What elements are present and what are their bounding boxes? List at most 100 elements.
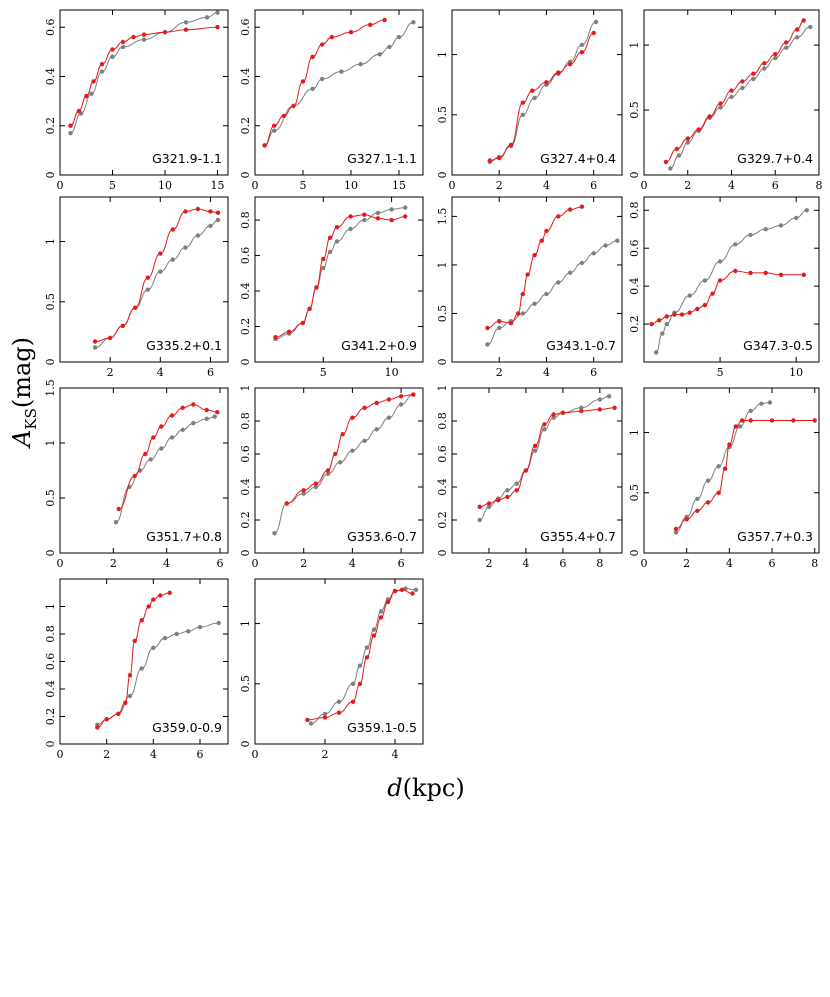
panel-label: G359.1-0.5 [347,720,417,735]
data-point-red [141,32,147,37]
data-point-gray [740,85,745,91]
data-point-red [348,214,353,219]
data-point-red [778,272,784,277]
data-point-red [695,306,700,312]
y-tick-label: 0.2 [239,318,252,336]
x-tick-label: 10 [158,179,172,192]
data-point-gray [717,259,723,264]
panel-g329.7+0.4: 0 2 4 6 8 0 0.5 1 G329.7+0.4 [628,9,823,192]
data-point-red [215,25,220,30]
series-line-red [275,214,406,338]
series-line-gray [115,416,215,523]
y-axis-title-sub: KS [22,408,40,429]
data-point-red [579,50,585,55]
panel-label: G343.1-0.7 [546,338,616,353]
data-point-gray [113,520,119,525]
data-point-gray [362,438,367,443]
data-point-gray [551,415,556,420]
series-line-gray [675,402,770,533]
y-tick-label: 1 [44,238,57,245]
data-point-gray [110,54,115,59]
panel-label: G347.3-0.5 [743,338,813,353]
data-point-red [385,599,391,605]
data-point-gray [325,471,331,476]
y-tick-label: 0.5 [628,101,641,119]
data-point-gray [371,627,377,632]
data-point-red [368,22,373,27]
data-point-red [497,319,502,324]
data-point-gray [763,227,768,232]
x-tick-label: 10 [385,366,399,379]
data-point-red [530,88,535,93]
x-tick-label: 8 [811,557,818,570]
data-point-gray [322,711,328,717]
data-point-gray [520,112,525,118]
x-axis-title-unit: (kpc) [403,774,465,802]
data-point-red [657,318,662,323]
data-point-gray [532,301,537,306]
data-point-red [525,272,530,277]
data-point-gray [357,663,363,668]
x-tick-label: 0 [57,748,64,761]
data-point-gray [759,401,764,406]
data-point-gray [374,427,379,432]
data-point-red [727,442,732,447]
data-point-red [116,711,121,716]
data-point-gray [89,91,94,96]
data-point-red [508,321,514,326]
data-point-red [487,158,492,163]
x-tick-label: 4 [163,557,170,570]
data-point-gray [751,76,756,82]
panel-label: G327.1-1.1 [347,151,417,166]
data-point-gray [716,464,721,469]
x-tick-label: 0 [57,179,64,192]
y-tick-label: 1.5 [436,208,449,226]
data-point-red [579,408,584,414]
y-tick-label: 0.2 [628,315,641,333]
data-point-red [107,335,113,341]
data-point-gray [804,208,809,213]
data-point-red [162,30,168,35]
data-point-red [273,335,278,340]
x-axis-title-main: d [387,774,402,802]
series-line-red [479,407,615,508]
data-point-red [348,30,354,35]
data-point-red [497,155,502,161]
x-tick-label: 10 [344,179,358,192]
y-tick-label: 1 [436,51,449,58]
data-point-red [544,228,549,234]
data-point-red [751,71,756,76]
data-point-red [204,407,209,413]
data-point-gray [215,217,221,223]
data-point-red [99,61,105,67]
data-point-red [696,127,701,132]
series-line-gray [310,588,417,724]
data-point-red [591,30,596,36]
data-point-gray [486,504,492,509]
y-tick-label: 0 [44,172,57,179]
data-point-red [514,488,519,493]
data-point-gray [364,645,370,650]
data-point-gray [310,86,315,92]
y-tick-label: 1 [628,42,641,49]
y-tick-label: 1 [436,385,449,392]
panel-frame [254,387,424,554]
y-tick-label: 0 [44,359,57,366]
data-point-red [740,418,745,423]
panel-g327.1-1.1: 0 5 10 15 0 0.2 0.4 0.6 G327.1-1.1 [239,9,424,192]
data-point-red [579,204,585,209]
data-point-red [674,146,679,152]
panel-frame [59,196,229,363]
panel-label: G341.2+0.9 [341,338,417,353]
y-tick-label: 0.8 [239,412,252,430]
y-tick-label: 0.2 [239,117,252,135]
y-tick-label: 0.8 [436,412,449,430]
data-point-red [679,312,685,317]
y-tick-label: 1.5 [44,379,57,397]
data-point-gray [591,251,596,256]
data-point-gray [148,457,153,462]
data-point-gray [579,260,585,266]
data-point-gray [387,44,392,50]
y-tick-label: 1 [239,385,252,392]
data-point-red [300,320,305,326]
